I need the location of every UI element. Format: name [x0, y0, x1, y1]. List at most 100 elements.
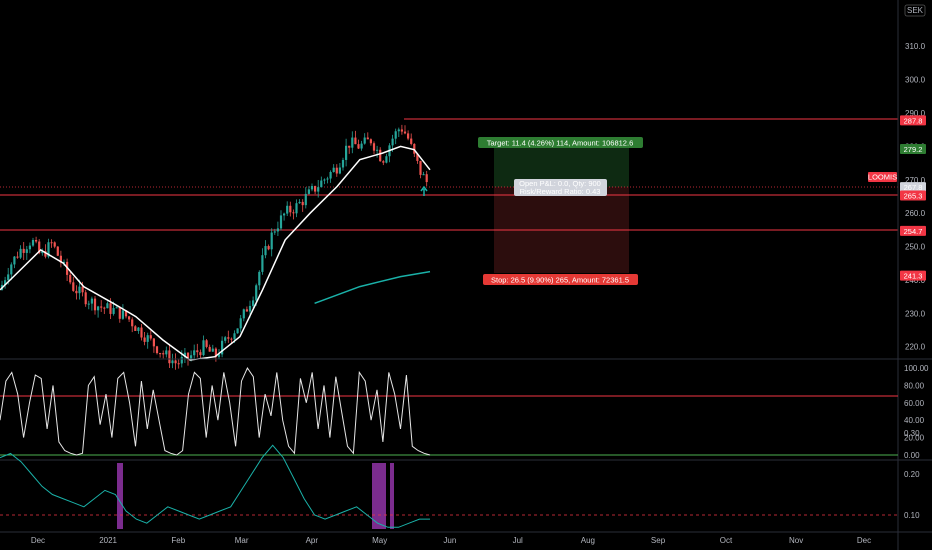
stoch-tick-label: 20.00	[904, 434, 925, 443]
time-tick-label: Apr	[306, 536, 319, 545]
candle	[134, 325, 137, 331]
candle	[270, 228, 273, 257]
price-tick-label: 290.0	[905, 109, 926, 118]
currency-button-label: SEK	[907, 6, 924, 15]
candle	[310, 183, 314, 192]
candle	[224, 335, 227, 344]
candle	[227, 330, 230, 343]
candle	[56, 245, 59, 257]
candle	[131, 317, 134, 333]
price-tick-label: 260.0	[905, 209, 926, 218]
candle	[168, 343, 171, 369]
candle	[354, 130, 357, 145]
candle	[152, 337, 155, 353]
time-axis[interactable]: Dec 2021 Feb Mar Apr May Jun Jul Aug Sep Oct Nov Dec	[31, 536, 871, 545]
price-tick-label: 220.0	[905, 343, 926, 352]
candle	[323, 178, 326, 185]
symbol-tag-text: LOOMIS	[868, 173, 897, 182]
candle	[403, 125, 407, 135]
price-badge: 279.2	[900, 144, 926, 155]
candle	[100, 300, 103, 312]
candle	[31, 237, 35, 247]
candle	[149, 330, 152, 341]
time-tick-label: Dec	[857, 536, 871, 545]
time-tick-label: Nov	[789, 536, 803, 545]
fast-moving-average-line	[0, 145, 431, 361]
candle	[261, 248, 264, 275]
candle	[279, 210, 283, 231]
candle	[44, 244, 47, 259]
price-badge-text: 287.8	[904, 116, 923, 125]
price-tick-label: 230.0	[905, 309, 926, 318]
price-badge-text: 241.3	[904, 272, 923, 281]
candle	[385, 153, 388, 164]
candle	[252, 296, 255, 308]
candle	[304, 187, 307, 209]
candle	[332, 164, 335, 173]
time-tick-label: Jun	[443, 536, 456, 545]
candle	[422, 171, 425, 176]
currency-button[interactable]: SEK	[904, 4, 926, 17]
oscillator-axis[interactable]: 0.30 0.20 0.10	[904, 429, 920, 520]
candle	[286, 201, 289, 217]
candle	[301, 199, 304, 212]
candle	[239, 314, 242, 333]
candle	[25, 245, 28, 260]
stochastic-axis[interactable]: 100.00 80.00 60.00 40.00 20.00 0.00	[904, 364, 929, 460]
arrow-up-icon	[420, 185, 428, 196]
price-badge-text: 279.2	[904, 145, 923, 154]
target-label: Target: 11.4 (4.26%) 114, Amount: 106812…	[478, 137, 643, 148]
time-tick-label: Feb	[171, 536, 185, 545]
osc-tick-label: 0.20	[904, 470, 920, 479]
candle	[357, 139, 360, 149]
stop-label: Stop: 26.5 (9.90%) 265, Amount: 72361.5	[483, 274, 638, 285]
candle	[298, 199, 301, 204]
candle	[276, 221, 279, 236]
candle	[84, 289, 87, 307]
candle	[97, 305, 100, 318]
candle	[4, 276, 7, 289]
candle	[283, 212, 286, 221]
candle	[425, 170, 428, 187]
candle	[221, 336, 224, 358]
stoch-tick-label: 100.00	[904, 364, 929, 373]
entry-label: Open P&L: 0.0, Qty: 900 Risk/Reward Rati…	[514, 179, 607, 196]
candle	[211, 344, 214, 352]
candle	[397, 127, 400, 137]
candle	[199, 349, 202, 359]
candle	[103, 306, 106, 315]
horizontal-levels	[0, 118, 898, 231]
price-tick-label: 250.0	[905, 243, 926, 252]
time-tick-label: Jul	[513, 536, 523, 545]
candle	[87, 300, 90, 310]
candle	[230, 337, 233, 343]
candle	[258, 270, 261, 290]
candle	[118, 307, 121, 323]
candle	[264, 240, 267, 259]
candle	[410, 133, 413, 146]
candle	[372, 141, 376, 155]
time-tick-label: Sep	[651, 536, 666, 545]
candle	[93, 295, 97, 315]
stoch-tick-label: 60.00	[904, 399, 925, 408]
highlight-bar	[372, 463, 386, 529]
position-tool[interactable]	[494, 148, 629, 273]
osc-tick-label: 0.30	[904, 429, 920, 438]
candle	[289, 201, 292, 217]
candle	[242, 308, 245, 322]
time-tick-label: Oct	[720, 536, 733, 545]
candle	[273, 228, 276, 235]
open-pnl-text: Open P&L: 0.0, Qty: 900	[519, 179, 601, 188]
candle	[317, 179, 320, 198]
candle	[106, 301, 109, 309]
candle	[177, 359, 180, 369]
price-badge: 265.3	[900, 190, 926, 201]
candle	[146, 332, 149, 349]
candle	[369, 138, 372, 146]
time-tick-label: May	[372, 536, 387, 545]
candle	[320, 176, 323, 188]
price-badge-text: 265.3	[904, 191, 923, 200]
candle	[75, 285, 78, 300]
